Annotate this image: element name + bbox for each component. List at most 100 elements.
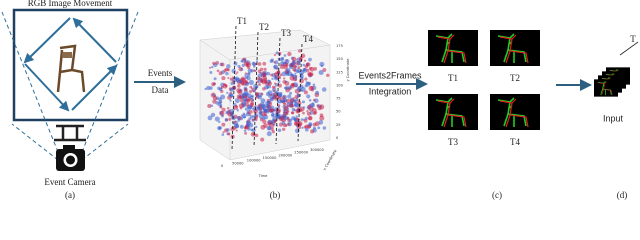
event-dot [289, 75, 295, 81]
event-dot [291, 111, 295, 115]
event-dot [265, 92, 271, 97]
event-dot [284, 124, 288, 127]
event-dot [215, 101, 219, 105]
event-dot [299, 70, 305, 76]
event-dot [218, 99, 223, 104]
tick-label: 100000 [247, 159, 261, 163]
tick-label: 300000 [310, 148, 324, 152]
event-dot [211, 82, 216, 87]
event-dot [291, 60, 297, 66]
event-dot [250, 69, 254, 73]
event-dot [322, 68, 327, 72]
event-dot [281, 71, 287, 77]
event-dot [308, 57, 312, 62]
event-dot [287, 94, 292, 99]
arrow-label: Data [152, 85, 169, 95]
event-dot [271, 130, 275, 134]
event-dot [312, 83, 316, 87]
event-dot [294, 128, 300, 134]
event-dot [240, 68, 244, 71]
event-dot [223, 69, 227, 73]
event-dot [227, 76, 230, 80]
event-dot [275, 67, 278, 70]
time-plane [275, 37, 281, 145]
event-dot [292, 82, 295, 86]
event-dot [269, 108, 274, 113]
event-dot [302, 106, 306, 109]
event-dot [234, 98, 240, 104]
event-dot [249, 115, 254, 119]
event-dot [221, 133, 225, 136]
axis-label: T [630, 34, 636, 44]
tick-label: 100 [336, 83, 344, 87]
arrow-label: Events2Frames [358, 70, 422, 80]
event-dot [298, 49, 302, 53]
event-dot [273, 82, 277, 85]
event-dot [226, 68, 229, 71]
event-dot [295, 69, 300, 74]
event-dot [303, 119, 308, 123]
event-dot [306, 110, 309, 113]
event-dot [287, 51, 292, 57]
event-cloud [204, 49, 330, 142]
event-dot [226, 128, 230, 132]
event-dot [293, 68, 296, 71]
event-dot [247, 105, 253, 110]
event-dot [253, 114, 257, 118]
event-dot [247, 93, 252, 99]
event-dot [258, 110, 263, 115]
axis-label: Time [258, 174, 269, 178]
event-dot [304, 124, 309, 129]
event-dot [293, 118, 297, 121]
event-dot [231, 68, 236, 74]
event-dot [286, 109, 290, 113]
event-dot [285, 63, 289, 67]
tick-label: 25 [336, 123, 341, 127]
time-plane [231, 25, 237, 151]
event-dot [321, 87, 327, 92]
event-dot [212, 61, 216, 66]
event-dot [243, 115, 246, 119]
event-dot [254, 133, 259, 138]
event-dot [247, 112, 250, 115]
event-dot [326, 73, 330, 78]
arrow-label: Events [148, 68, 173, 78]
event-dot [316, 104, 319, 107]
view-lines [1, 11, 139, 161]
event-dot [308, 72, 313, 78]
event-dot [270, 73, 273, 77]
event-dot [251, 107, 255, 110]
event-dot [270, 127, 274, 132]
event-dot [263, 123, 268, 128]
event-dot [283, 86, 287, 90]
event-dot [255, 60, 259, 63]
event-dot [209, 66, 212, 69]
event-dot [229, 99, 232, 102]
event-dot [267, 81, 272, 86]
event-dot [271, 77, 274, 81]
event-dot [236, 115, 241, 120]
event-dot [307, 104, 312, 109]
event-dot [226, 64, 231, 69]
event-dot [262, 61, 267, 66]
event-dot [293, 96, 296, 99]
event-dot [250, 128, 254, 132]
event-dot [260, 92, 264, 96]
event-dot [303, 59, 307, 62]
event-dot [246, 109, 250, 113]
tick-label: 75 [336, 97, 341, 101]
event-dot [253, 105, 257, 109]
event-dot [221, 122, 226, 127]
event-dot [255, 95, 258, 98]
camera-label: Event Camera [44, 177, 95, 187]
frame [12, 8, 129, 122]
event-dot [244, 58, 247, 62]
event-dot [236, 71, 239, 74]
event-dot [231, 113, 234, 117]
caption: (a) [65, 190, 75, 200]
tick-label: 0 [336, 136, 339, 140]
tick-label: 175 [336, 44, 343, 48]
arrow-2: Events2Frames Integration [356, 70, 428, 96]
event-dot [270, 113, 275, 117]
event-dot [244, 88, 248, 92]
